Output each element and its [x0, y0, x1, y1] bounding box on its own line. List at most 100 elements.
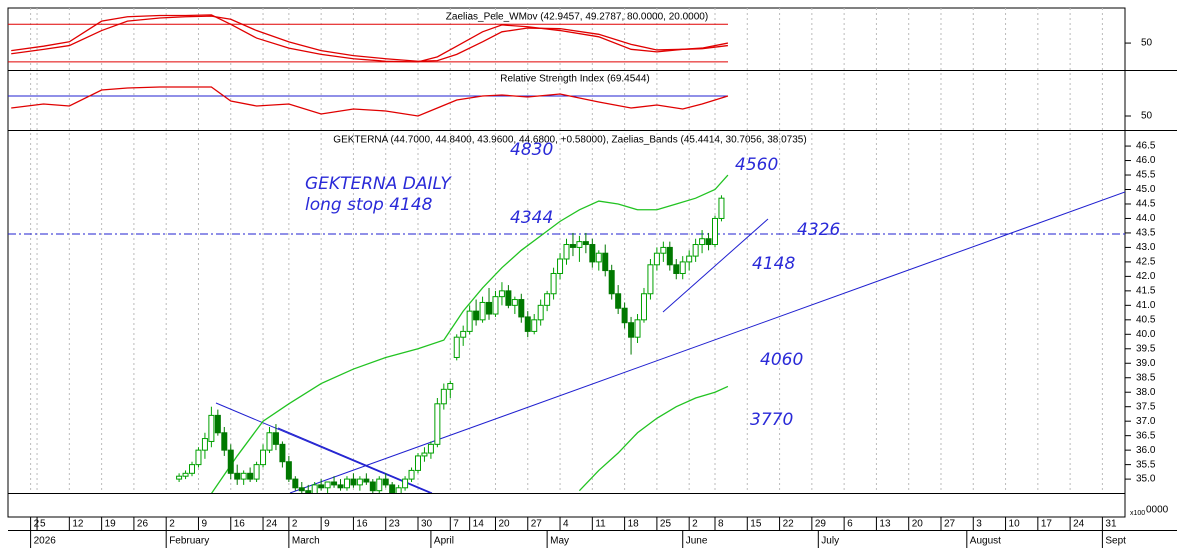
y-tick-label: 46.0: [1136, 155, 1156, 166]
grid-layer: [30, 8, 1103, 493]
annotation: 4148: [752, 254, 795, 274]
y-tick-label: 39.0: [1136, 358, 1156, 369]
candle-body: [427, 443, 434, 454]
annotation: long stop 4148: [305, 195, 433, 215]
y-tick-label: 44.5: [1136, 199, 1156, 210]
candle-body: [434, 403, 441, 445]
candle-body: [414, 455, 421, 471]
x-tick-label: 20: [912, 519, 924, 530]
x-tick-label: 14: [473, 519, 485, 530]
candle-body: [363, 478, 370, 483]
band-line: [578, 385, 729, 492]
candle-body: [705, 238, 712, 246]
candle-body: [582, 241, 589, 246]
trend-line: [215, 402, 431, 493]
candle-body: [621, 307, 628, 324]
candle-body: [473, 310, 480, 321]
candle-body: [356, 478, 363, 486]
annotation: 3770: [750, 410, 793, 430]
candle-body: [350, 478, 357, 486]
x-tick-label: 6: [847, 519, 853, 530]
trend-line: [662, 218, 769, 313]
candle-body: [628, 322, 635, 338]
panel-title: Zaelias_Pele_WMov (42.9457, 49.2787, 80.…: [446, 12, 708, 23]
candle-body: [247, 472, 254, 480]
panel-title: GEKTERNA (44.7000, 44.8400, 43.9600, 44.…: [333, 135, 806, 146]
panel-title: Relative Strength Index (69.4544): [500, 74, 650, 85]
y-tick-label: 38.5: [1136, 372, 1156, 383]
candle-body: [421, 452, 428, 457]
candle-body: [337, 484, 344, 489]
annotation: 4830: [510, 140, 553, 160]
candle-body: [285, 461, 292, 480]
y-tick-label: 35.0: [1136, 474, 1156, 485]
candle-body: [201, 438, 208, 451]
candle-body: [447, 383, 454, 390]
annotation: 4326: [797, 220, 840, 240]
candle-body: [544, 293, 551, 306]
indicator-line: [11, 14, 729, 63]
candle-body: [615, 293, 622, 309]
candle-body: [279, 443, 286, 463]
band-line: [210, 174, 729, 493]
mark-layer: 2 5 12 19 26 2 9 16 24 2 9 16 23 30 7 14 20 27 4 11 18 25 2 8 15…: [8, 12, 1156, 548]
annotation: GEKTERNA DAILY: [305, 174, 452, 194]
month-label: 2026: [34, 536, 57, 547]
month-label: July: [821, 536, 839, 547]
x-tick-label: 27: [944, 519, 956, 530]
candle-body: [492, 296, 499, 315]
y-tick-label: 46.5: [1136, 141, 1156, 152]
y-tick-label: 43.5: [1136, 228, 1156, 239]
y-tick-label: 37.5: [1136, 401, 1156, 412]
x-tick-label: 31: [1105, 519, 1117, 530]
candle-body: [176, 475, 183, 480]
candle-body: [550, 272, 557, 295]
y-tick-label: 41.5: [1136, 285, 1156, 296]
y-tick-label: 42.5: [1136, 257, 1156, 268]
candle-body: [602, 252, 609, 272]
x-tick-label: 2: [692, 519, 698, 530]
candle-body: [402, 478, 409, 489]
candle-body: [189, 464, 196, 474]
y-tick-label: 50: [1141, 111, 1153, 122]
candle-body: [266, 432, 273, 451]
y-tick-label: 42.0: [1136, 271, 1156, 282]
x-tick-label: 29: [815, 519, 827, 530]
candle-body: [460, 330, 467, 338]
x-tick-label: 5: [40, 519, 46, 530]
x-tick-label: 12: [72, 519, 84, 530]
candle-body: [634, 319, 641, 338]
candle-body: [589, 244, 596, 263]
volume-unit: x100: [1130, 510, 1145, 517]
candle-body: [395, 487, 402, 493]
candle-body: [260, 449, 267, 466]
x-tick-label: 9: [324, 519, 330, 530]
indicator-line: [11, 15, 728, 62]
candle-body: [292, 478, 299, 489]
month-label: February: [169, 536, 209, 547]
x-tick-label: 9: [201, 519, 207, 530]
x-tick-label: 15: [750, 519, 762, 530]
x-tick-label: 2: [292, 519, 298, 530]
main-layer: [8, 174, 1125, 493]
candle-body: [608, 270, 615, 295]
candle-body: [214, 414, 221, 434]
candle-body: [660, 246, 667, 254]
x-tick-label: 8: [718, 519, 724, 530]
y-tick-label: 36.5: [1136, 430, 1156, 441]
candle-body: [440, 388, 447, 405]
candle-body: [712, 217, 719, 246]
candle-body: [524, 316, 531, 332]
y-tick-label: 37.0: [1136, 416, 1156, 427]
x-tick-label: 26: [137, 519, 149, 530]
x-tick-label: 17: [1041, 519, 1053, 530]
candle-body: [305, 490, 312, 493]
candle-body: [318, 484, 325, 489]
annotation: 4060: [760, 350, 803, 370]
candle-body: [511, 299, 518, 306]
x-tick-label: 20: [498, 519, 510, 530]
candle-body: [486, 301, 493, 315]
y-tick-label: 36.0: [1136, 445, 1156, 456]
candle-body: [389, 484, 396, 493]
candle-body: [699, 238, 706, 246]
